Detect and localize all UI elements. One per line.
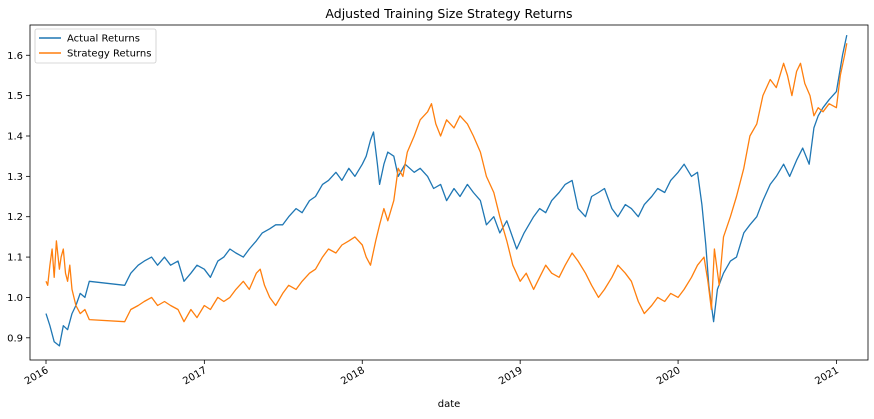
- x-tick-label: 2020: [655, 365, 683, 387]
- x-axis: 2016 2017 2018 2019 2020 2021: [23, 360, 841, 387]
- y-axis: 0.9 1.0 1.1 1.2 1.3 1.4 1.5 1.6: [7, 51, 30, 344]
- y-tick-label: 1.6: [7, 51, 23, 62]
- x-tick-label: 2019: [497, 365, 525, 387]
- x-tick-label: 2018: [339, 365, 367, 387]
- series-line-1: [45, 43, 848, 323]
- x-axis-label: date: [438, 399, 461, 410]
- legend-box: [34, 28, 157, 64]
- x-tick-label: 2021: [813, 365, 841, 387]
- legend-label-1: Strategy Returns: [67, 49, 151, 60]
- y-tick-label: 1.1: [7, 253, 23, 264]
- plot-frame: [29, 24, 869, 361]
- x-tick-label: 2017: [181, 365, 209, 387]
- y-tick-label: 1.5: [7, 91, 23, 102]
- plot-lines: [45, 34, 848, 347]
- y-tick-label: 0.9: [7, 333, 23, 344]
- chart-title: Adjusted Training Size Strategy Returns: [325, 6, 572, 21]
- x-tick-label: 2016: [23, 365, 51, 387]
- legend: Actual Returns Strategy Returns: [34, 28, 157, 64]
- y-tick-label: 1.0: [7, 293, 23, 304]
- y-tick-label: 1.4: [7, 131, 23, 142]
- y-tick-label: 1.2: [7, 212, 23, 223]
- series-line-0: [45, 34, 848, 347]
- y-tick-label: 1.3: [7, 172, 23, 183]
- legend-label-0: Actual Returns: [67, 34, 140, 45]
